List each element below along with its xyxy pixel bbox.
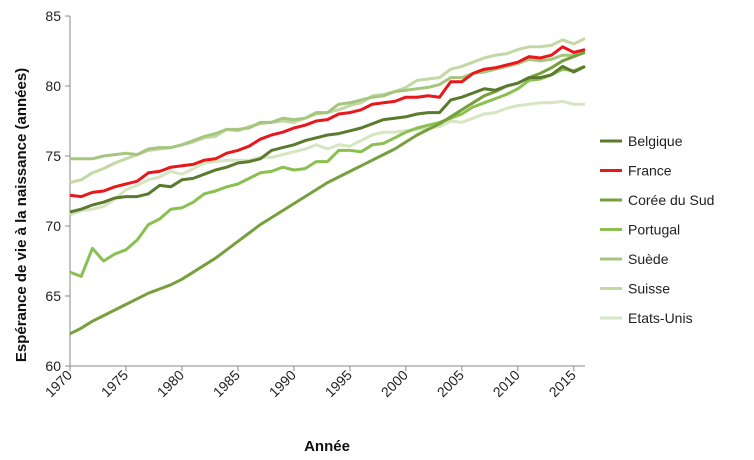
x-tick-label-5: 1995 <box>322 367 355 400</box>
y-tick-label-0: 60 <box>45 358 61 374</box>
y-axis-title: Espérance de vie à la naissance (années) <box>13 68 30 362</box>
legend-label-5: Suisse <box>628 281 670 297</box>
legend-label-0: Belgique <box>628 133 683 149</box>
legend-label-6: Etats-Unis <box>628 310 693 326</box>
x-tick-label-3: 1985 <box>210 367 243 400</box>
legend: Belgique France Corée du Sud Portugal Suède S… <box>600 133 714 326</box>
x-axis-title: Année <box>304 438 350 455</box>
x-axis-ticks: 1970 1975 1980 1985 1990 1995 2000 2005 2010 2015 <box>42 366 579 400</box>
x-tick-label-4: 1990 <box>266 367 299 400</box>
legend-label-1: France <box>628 163 672 179</box>
y-tick-label-1: 65 <box>45 288 61 304</box>
series-line-1 <box>69 45 586 199</box>
legend-label-4: Suède <box>628 251 669 267</box>
legend-label-2: Corée du Sud <box>628 192 714 208</box>
series-line-4 <box>70 50 586 161</box>
x-tick-label-2: 1980 <box>154 367 187 400</box>
series-line-0 <box>69 64 586 214</box>
x-tick-label-9: 2015 <box>546 367 579 400</box>
y-tick-label-2: 70 <box>45 218 61 234</box>
y-tick-label-5: 85 <box>45 8 61 24</box>
x-tick-label-6: 2000 <box>378 367 411 400</box>
y-axis-ticks: 60 65 70 75 80 85 <box>45 8 70 374</box>
y-tick-label-3: 75 <box>45 148 61 164</box>
x-tick-label-7: 2005 <box>434 367 467 400</box>
series-lines <box>69 37 586 336</box>
x-tick-label-8: 2010 <box>490 367 523 400</box>
x-tick-label-1: 1975 <box>98 367 131 400</box>
legend-label-3: Portugal <box>628 222 680 238</box>
series-line-3 <box>69 64 586 278</box>
y-tick-label-4: 80 <box>45 78 61 94</box>
series-line-6 <box>69 99 585 217</box>
